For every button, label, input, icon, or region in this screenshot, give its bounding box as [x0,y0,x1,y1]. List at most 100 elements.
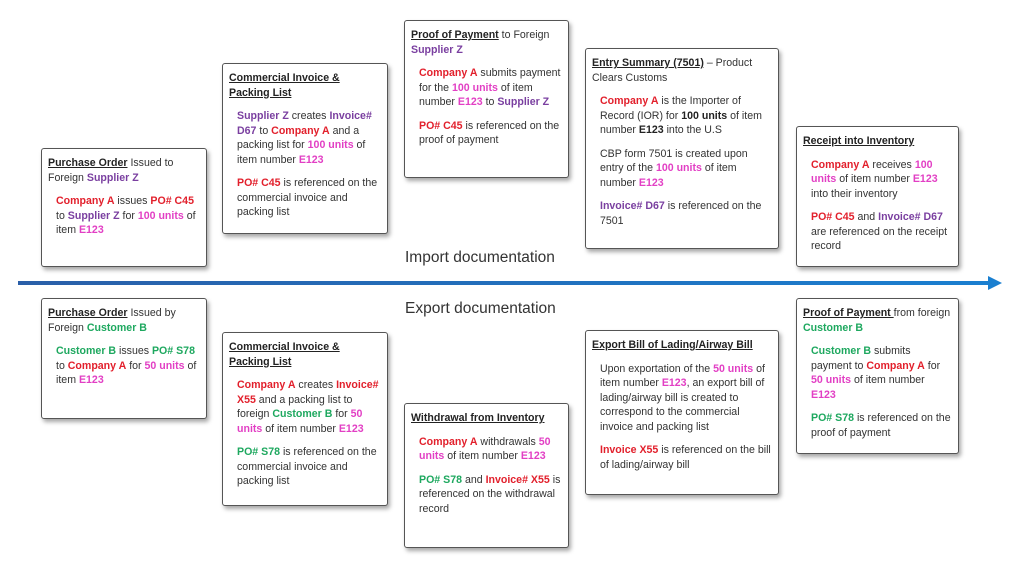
box-paragraph: Customer B issues PO# S78 to Company A f… [56,344,200,388]
box-paragraph: Company A receives 100 units of item num… [811,158,952,202]
text: of item number [262,422,339,435]
text: – Product Clears Customs [592,57,753,84]
highlighted-text: PO# C45 [237,177,281,189]
highlighted-text: PO# S78 [151,345,195,357]
text: creates [288,110,330,122]
text: to Foreign [498,29,550,41]
highlighted-text: Invoice# X55 [237,379,379,406]
text: of item number [600,362,765,390]
highlighted-text: Company A [419,67,478,79]
box-paragraph: PO# S78 and Invoice# X55 is referenced o… [419,473,562,517]
text: into the U.S [663,124,722,136]
box-paragraph: Company A is the Importer of Record (IOR… [600,94,772,138]
highlighted-text: 100 units [681,109,728,122]
highlighted-text: PO# C45 [150,195,194,207]
box-paragraph: Company A creates Invoice# X55 and a pac… [237,378,381,436]
text: is referenced on the proof of payment [419,119,560,147]
export-proof-of-payment-box: Proof of Payment from foreign Customer B… [796,298,959,454]
highlighted-text: Company A [600,95,659,107]
box-paragraph: Company A withdrawals 50 units of item n… [419,435,562,464]
text: to [256,124,272,137]
highlighted-text: Supplier Z [86,171,139,184]
highlighted-text: E123 [638,176,664,189]
box-paragraph: Company A issues PO# C45 to Supplier Z f… [56,194,200,238]
box-title: Receipt into Inventory [803,134,952,149]
text: is referenced on the bill of lading/airw… [600,444,771,471]
import-proof-of-payment-box: Proof of Payment to Foreign Supplier Z Co… [404,20,569,178]
box-paragraph: PO# S78 is referenced on the proof of pa… [811,411,952,440]
export-documentation-label: Export documentation [405,300,556,317]
text: Upon exportation of the [600,362,714,375]
entry-summary-box: Entry Summary (7501) – Product Clears Cu… [585,48,779,249]
highlighted-text: E123 [338,422,364,435]
box-title: Proof of Payment to Foreign Supplier Z [411,28,562,57]
box-paragraph: Upon exportation of the 50 units of item… [600,362,772,435]
highlighted-text: Company A [866,359,925,372]
text: Issued to Foreign [48,157,174,184]
highlighted-text: 100 units [811,158,933,186]
text: receives [869,158,915,171]
text: submits payment to [811,345,911,372]
text: , an export bill of lading/airway bill i… [600,377,765,433]
text: to [482,96,498,108]
import-documentation-label: Import documentation [405,249,555,266]
highlighted-text: 100 units [451,81,498,94]
highlighted-text: 50 units [237,408,363,435]
text: of item [56,359,197,387]
text: is referenced on the withdrawal record [419,473,561,515]
box-title: Export Bill of Lading/Airway Bill [592,338,772,353]
text: for [126,359,145,372]
text: Issued by Foreign [48,307,176,334]
box-paragraph: PO# C45 is referenced on the commercial … [237,176,381,220]
text: and [854,211,879,223]
highlighted-text: Commercial Invoice & Packing List [229,72,340,99]
box-paragraph: Customer B submits payment to Company A … [811,344,952,402]
highlighted-text: PO# S78 [811,412,854,424]
highlighted-text: Customer B [803,321,864,334]
highlighted-text: 50 units [713,362,754,375]
text: is referenced on the commercial invoice … [237,446,377,487]
highlighted-text: 50 units [144,359,185,372]
box-paragraph: Invoice X55 is referenced on the bill of… [600,443,772,472]
highlighted-text: Invoice# D67 [878,211,943,223]
highlighted-text: Company A [419,435,478,448]
highlighted-text: Supplier Z [237,110,289,122]
highlighted-text: PO# S78 [237,446,280,458]
box-title: Purchase Order Issued by Foreign Custome… [48,306,200,335]
text: for [119,209,138,222]
text: creates [295,379,337,391]
highlighted-text: E123 [811,388,836,401]
highlighted-text: 50 units [811,374,852,386]
highlighted-text: Commercial Invoice & Packing List [229,341,340,368]
receipt-into-inventory-box: Receipt into Inventory Company A receives… [796,126,959,267]
box-paragraph: CBP form 7501 is created upon entry of t… [600,147,772,191]
text: from foreign [893,307,951,319]
text: is referenced on the commercial invoice … [237,177,378,218]
box-title: Purchase Order Issued to Foreign Supplie… [48,156,200,185]
highlighted-text: 100 units [137,209,184,222]
text: issues [114,195,151,207]
highlighted-text: Company A [56,195,115,207]
highlighted-text: E123 [78,374,104,386]
highlighted-text: E123 [661,377,687,389]
text: for [332,408,351,420]
withdrawal-from-inventory-box: Withdrawal from Inventory Company A withd… [404,403,569,548]
export-commercial-invoice-box: Commercial Invoice & Packing List Company… [222,332,388,506]
text: of item number [600,162,737,189]
highlighted-text: Receipt into Inventory [803,135,915,147]
text: of item number [237,139,366,166]
highlighted-text: Export Bill of Lading/Airway Bill [592,339,753,351]
highlighted-text: Customer B [272,408,333,420]
box-paragraph: Supplier Z creates Invoice# D67 to Compa… [237,109,381,167]
text: are referenced on the receipt record [811,225,948,253]
text: for [924,359,941,372]
text: is referenced on the 7501 [600,200,762,227]
highlighted-text: E123 [520,450,546,462]
import-commercial-invoice-box: Commercial Invoice & Packing List Supplie… [222,63,388,234]
highlighted-text: E123 [78,224,104,236]
text: and [462,473,486,486]
box-paragraph: PO# C45 is referenced on the proof of pa… [419,119,562,148]
highlighted-text: Invoice# D67 [237,110,372,137]
text: is the Importer of Record (IOR) for [600,95,741,122]
box-title: Commercial Invoice & Packing List [229,340,381,369]
